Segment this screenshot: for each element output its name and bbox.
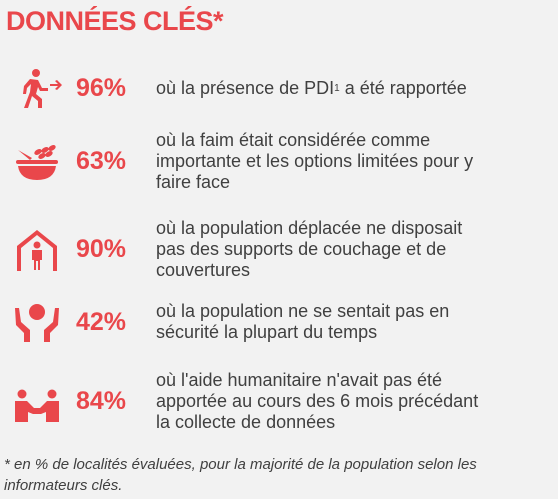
text-line: où la population déplacée ne disposait (156, 218, 463, 238)
icon-shelter (17, 229, 57, 271)
title: DONNÉES CLÉS* (6, 6, 224, 36)
item: 63% où la faim était considérée comme imp… (0, 130, 558, 193)
text-line: où l'aide humanitaire n'avait pas été (156, 370, 443, 390)
text-line: où la faim était considérée comme (156, 130, 431, 150)
text-line: la collecte de données (156, 412, 336, 432)
text: a été rapportée (344, 77, 467, 98)
description: où la présence de PDI1 a été rapportée (156, 78, 467, 99)
percent: 84% (76, 387, 127, 415)
text-line: sécurité la plupart du temps (156, 322, 378, 342)
icon-displacement (23, 69, 62, 108)
description: où la population déplacée ne disposait pa… (156, 218, 462, 281)
item: 42% où la population ne se sentait pas e… (0, 300, 558, 344)
footnote-ref: 1 (334, 82, 340, 94)
text-line: pas des supports de couchage et de (156, 239, 447, 259)
text-line: faire face (156, 172, 231, 192)
text-line: couvertures (156, 260, 251, 280)
footnote: * en % de localités évaluées, pour la ma… (4, 456, 477, 494)
percent: 42% (76, 307, 127, 336)
description: où la population ne se sentait pas en séc… (156, 301, 449, 343)
percent: 63% (76, 147, 127, 175)
percent: 96% (76, 73, 127, 102)
percent: 90% (76, 235, 127, 263)
text-line: importante et les options limitées pour … (156, 151, 474, 171)
text-line: apportée au cours des 6 mois précédant (156, 391, 479, 411)
icon-protection (15, 304, 59, 342)
item: 96% où la présence de PDI1 a été rapporté… (0, 66, 558, 110)
text-line: où la population ne se sentait pas en (156, 301, 450, 321)
item: 84% où l'aide humanitaire n'avait pas ét… (0, 370, 558, 433)
description: où l'aide humanitaire n'avait pas été app… (156, 370, 478, 433)
description: où la faim était considérée comme importa… (156, 130, 473, 193)
icon-aid (15, 389, 59, 422)
icon-food (16, 144, 58, 180)
item: 90% où la population déplacée ne disposa… (0, 218, 558, 281)
text: où la présence de PDI (156, 77, 335, 98)
